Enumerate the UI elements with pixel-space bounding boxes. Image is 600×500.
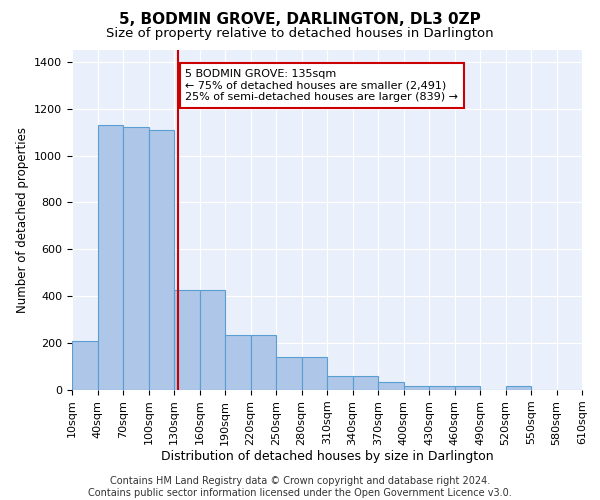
Text: Contains HM Land Registry data © Crown copyright and database right 2024.
Contai: Contains HM Land Registry data © Crown c… xyxy=(88,476,512,498)
Y-axis label: Number of detached properties: Number of detached properties xyxy=(16,127,29,313)
Bar xyxy=(97,125,123,390)
Bar xyxy=(199,290,225,390)
Bar xyxy=(251,336,276,390)
Bar xyxy=(174,290,199,390)
Bar xyxy=(302,357,327,390)
Bar xyxy=(353,376,378,390)
Bar xyxy=(404,386,429,390)
Text: Size of property relative to detached houses in Darlington: Size of property relative to detached ho… xyxy=(106,28,494,40)
Bar xyxy=(455,386,480,390)
Bar xyxy=(276,357,302,390)
X-axis label: Distribution of detached houses by size in Darlington: Distribution of detached houses by size … xyxy=(161,450,493,464)
Bar xyxy=(429,386,455,390)
Bar xyxy=(327,376,353,390)
Bar xyxy=(506,386,531,390)
Bar xyxy=(378,382,404,390)
Text: 5, BODMIN GROVE, DARLINGTON, DL3 0ZP: 5, BODMIN GROVE, DARLINGTON, DL3 0ZP xyxy=(119,12,481,28)
Text: 5 BODMIN GROVE: 135sqm
← 75% of detached houses are smaller (2,491)
25% of semi-: 5 BODMIN GROVE: 135sqm ← 75% of detached… xyxy=(185,69,458,102)
Bar xyxy=(149,130,174,390)
Bar xyxy=(72,342,97,390)
Bar xyxy=(225,336,251,390)
Bar xyxy=(123,128,149,390)
